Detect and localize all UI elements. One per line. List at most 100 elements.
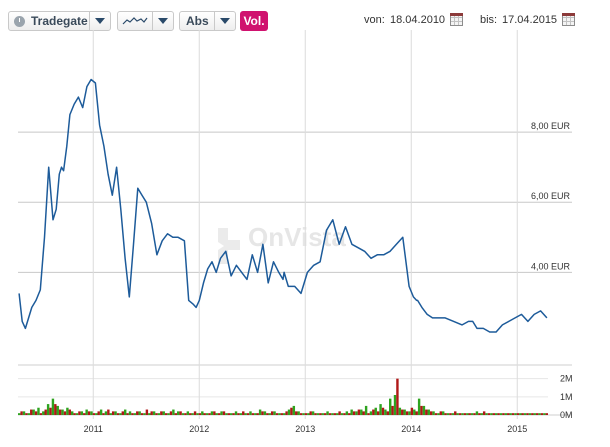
volume-bar-up [340, 413, 344, 415]
volume-bar-down [126, 413, 129, 415]
clock-icon [14, 15, 25, 27]
volume-bar-up [331, 413, 334, 415]
volume-bar-up [451, 413, 455, 415]
volume-bar-down [54, 404, 57, 415]
chevron-down-icon[interactable] [89, 12, 110, 30]
volume-bar-down [280, 413, 283, 415]
volume-bar-down [492, 413, 495, 415]
volume-bar-up [461, 413, 464, 415]
volume-bar-down [343, 413, 346, 415]
volume-bar-down [410, 407, 414, 415]
volume-bar-up [307, 413, 310, 415]
volume-bar-up [499, 413, 503, 415]
volume-bar-up [283, 413, 286, 415]
volume-bar-down [381, 407, 385, 415]
volume-bar-down [299, 413, 303, 415]
chart-style-select[interactable] [117, 11, 174, 31]
calendar-icon[interactable] [450, 13, 463, 26]
volume-bar-up [326, 411, 329, 415]
volume-bar-down [232, 413, 235, 415]
volume-bar-down [150, 411, 153, 415]
volume-bar-up [427, 409, 430, 415]
volume-bar-up [61, 409, 64, 415]
to-date[interactable]: 17.04.2015 [502, 14, 558, 26]
volume-bar-up [543, 413, 546, 415]
volume-bar-down [478, 413, 481, 415]
volume-bar-down [145, 409, 149, 415]
x-tick-label: 2011 [84, 424, 103, 434]
volume-bar-up [191, 413, 194, 415]
volume-bar-up [403, 409, 406, 415]
volume-bar-up [432, 411, 435, 415]
volume-bar-up [364, 405, 368, 415]
volume-bar-up [446, 413, 450, 415]
volume-bar-down [25, 413, 28, 415]
volume-bar-down [49, 407, 52, 415]
volume-bar-down [405, 411, 409, 415]
volume-bars [18, 378, 548, 415]
volume-bar-down [497, 413, 500, 415]
volume-bar-down [184, 413, 187, 415]
volume-bar-down [102, 413, 105, 415]
chevron-down-icon[interactable] [152, 12, 173, 30]
volume-bar-down [44, 409, 47, 415]
volume-bar-down [131, 413, 134, 415]
volume-bar-up [292, 405, 296, 415]
volume-bar-up [201, 411, 204, 415]
volume-bar-up [143, 413, 146, 415]
calendar-icon[interactable] [562, 13, 575, 26]
volume-bar-down [314, 413, 317, 415]
volume-bar-up [181, 413, 185, 415]
volume-bar-up [345, 411, 349, 415]
volume-bar-up [398, 407, 402, 415]
volume-bar-down [169, 411, 173, 415]
volume-bar-up [442, 411, 445, 415]
volume-bar-up [297, 411, 300, 415]
volume-bar-up [369, 411, 373, 415]
volume-bar-down [193, 411, 197, 415]
volume-bar-down [73, 413, 76, 415]
volume-bar-up [519, 413, 522, 415]
volume-bar-up [109, 413, 112, 415]
volume-bar-down [376, 411, 380, 415]
volume-bar-up [18, 413, 21, 415]
volume-bar-down [540, 413, 544, 415]
x-tick-label: 2012 [189, 424, 209, 434]
volume-bar-down [34, 411, 38, 415]
volume-bar-down [535, 413, 539, 415]
volume-bar-up [495, 413, 498, 415]
scale-select[interactable]: Abs [179, 11, 236, 31]
volume-bar-down [521, 413, 524, 415]
from-date[interactable]: 18.04.2010 [390, 14, 446, 26]
volume-bar-down [227, 413, 230, 415]
volume-bar-down [338, 411, 341, 415]
volume-bar-up [66, 407, 69, 415]
volume-bar-down [531, 413, 534, 415]
volume-bar-up [408, 411, 411, 415]
volume-bar-down [78, 411, 81, 415]
volume-bar-down [415, 411, 418, 415]
volume-bar-down [39, 413, 43, 415]
volume-bar-up [268, 413, 271, 415]
volume-bar-up [124, 409, 127, 415]
y-tick-label: 4,00 EUR [531, 261, 571, 271]
volume-bar-down [401, 409, 404, 415]
volume-bar-down [83, 413, 86, 415]
volume-bar-down [121, 411, 124, 415]
chart-toolbar: Tradegate Abs Vol. von: 18.04.2010 bis: … [0, 0, 610, 40]
line-chart-icon [118, 16, 152, 26]
volume-bar-up [32, 409, 35, 415]
volume-toggle-button[interactable]: Vol. [240, 11, 268, 31]
exchange-select[interactable]: Tradegate [8, 11, 111, 31]
volume-bar-up [374, 407, 377, 415]
volume-bar-up [75, 413, 79, 415]
x-tick-label: 2015 [507, 424, 527, 434]
volume-bar-down [164, 413, 168, 415]
volume-bar-down [222, 411, 226, 415]
chevron-down-icon[interactable] [214, 12, 235, 30]
volume-bar-up [273, 411, 276, 415]
volume-bar-down [217, 413, 221, 415]
volume-bar-down [160, 411, 163, 415]
volume-bar-up [360, 409, 363, 415]
